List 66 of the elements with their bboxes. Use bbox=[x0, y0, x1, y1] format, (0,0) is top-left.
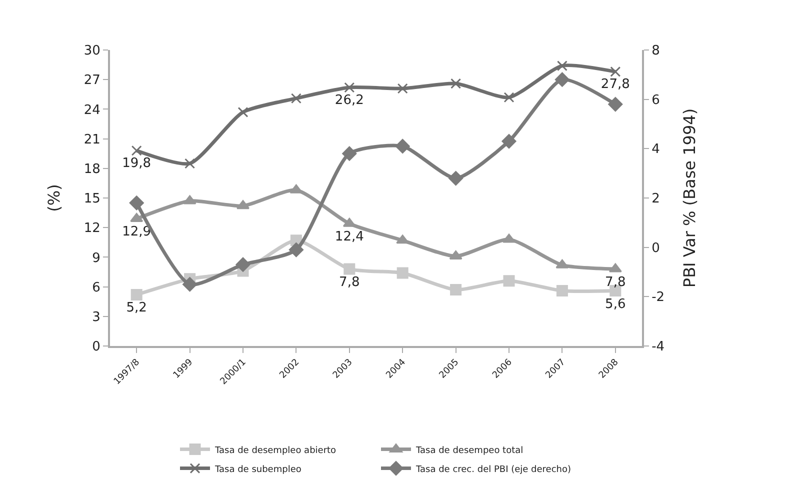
point bbox=[344, 82, 355, 93]
point bbox=[288, 242, 304, 258]
y2-tick-label: 4 bbox=[652, 142, 660, 158]
y-tick-label: 3 bbox=[92, 310, 100, 325]
y2-tick-label: 8 bbox=[652, 44, 660, 59]
point bbox=[238, 106, 248, 118]
y-tick-label: 27 bbox=[84, 73, 100, 88]
data-label: 5,2 bbox=[126, 300, 147, 316]
y2-tick-label: -2 bbox=[652, 290, 665, 306]
y-tick-label: 24 bbox=[84, 102, 100, 118]
point bbox=[450, 78, 462, 89]
point bbox=[608, 263, 622, 272]
point bbox=[556, 285, 568, 296]
point bbox=[129, 196, 144, 210]
y-tick-label: 15 bbox=[84, 192, 100, 207]
data-label: 7,8 bbox=[605, 275, 626, 290]
point bbox=[610, 66, 621, 77]
legend-label: Tasa de subempleo bbox=[214, 464, 302, 475]
data-label: 5,6 bbox=[605, 296, 626, 312]
legend-label: Tasa de desempeo total bbox=[415, 446, 524, 456]
point bbox=[396, 267, 408, 279]
y2-axis-title: PBI Var % (Base 1994) bbox=[680, 108, 699, 288]
point bbox=[290, 184, 303, 194]
point bbox=[182, 277, 198, 292]
y2-tick-label: 6 bbox=[652, 92, 660, 108]
point bbox=[396, 234, 410, 244]
y-axis-title: (%) bbox=[44, 184, 64, 212]
point bbox=[556, 259, 569, 268]
y-tick-label: 6 bbox=[92, 280, 100, 296]
point bbox=[130, 212, 144, 222]
point bbox=[397, 83, 408, 94]
point bbox=[554, 72, 570, 87]
point bbox=[236, 257, 250, 272]
y-tick-label: 0 bbox=[92, 340, 100, 355]
point bbox=[130, 288, 142, 300]
point bbox=[502, 134, 516, 149]
point bbox=[342, 218, 356, 227]
point bbox=[183, 195, 196, 204]
point bbox=[450, 284, 462, 296]
y-tick-label: 9 bbox=[92, 250, 100, 266]
data-label: 27,8 bbox=[600, 77, 630, 92]
data-label: 7,8 bbox=[339, 275, 360, 290]
data-label: 12,4 bbox=[334, 230, 364, 245]
y2-tick-label: 2 bbox=[652, 192, 660, 207]
y-tick-label: 30 bbox=[84, 44, 100, 59]
point bbox=[448, 171, 464, 186]
y2-tick-label: -4 bbox=[652, 340, 665, 355]
point bbox=[131, 145, 142, 156]
point bbox=[395, 138, 410, 154]
point bbox=[556, 60, 568, 72]
data-label: 26,2 bbox=[334, 92, 364, 108]
y2-tick-label: 0 bbox=[652, 240, 660, 256]
point bbox=[503, 275, 515, 287]
legend-label: Tasa de crec. del PBI (eje derecho) bbox=[415, 464, 571, 475]
legend-label: Tasa de desempleo abierto bbox=[214, 446, 337, 456]
point bbox=[290, 93, 302, 104]
point bbox=[342, 146, 357, 161]
point bbox=[344, 263, 356, 275]
y-tick-label: 12 bbox=[84, 221, 100, 236]
point bbox=[184, 158, 196, 169]
y-tick-label: 21 bbox=[84, 132, 100, 148]
point bbox=[449, 250, 462, 260]
point bbox=[608, 97, 623, 112]
data-label: 19,8 bbox=[122, 156, 152, 172]
point bbox=[504, 92, 514, 103]
y-tick-label: 18 bbox=[84, 162, 100, 177]
